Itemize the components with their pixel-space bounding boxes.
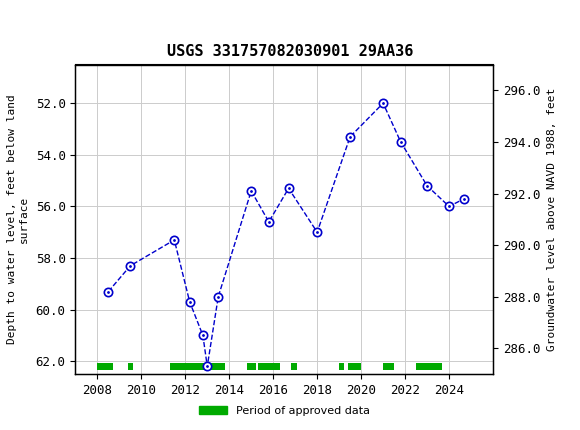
Bar <box>258 363 280 369</box>
Bar <box>291 363 298 369</box>
Bar <box>97 363 113 369</box>
Text: USGS 331757082030901 29AA36: USGS 331757082030901 29AA36 <box>167 44 413 59</box>
Bar <box>383 363 394 369</box>
Legend: Period of approved data: Period of approved data <box>194 401 374 420</box>
Bar <box>170 363 225 369</box>
Text: ≋USGS: ≋USGS <box>6 12 72 33</box>
Y-axis label: Depth to water level, feet below land
surface: Depth to water level, feet below land su… <box>7 95 29 344</box>
Bar <box>416 363 443 369</box>
Bar <box>339 363 343 369</box>
Bar <box>247 363 256 369</box>
Bar <box>128 363 133 369</box>
Bar <box>348 363 361 369</box>
Y-axis label: Groundwater level above NAVD 1988, feet: Groundwater level above NAVD 1988, feet <box>547 88 557 351</box>
